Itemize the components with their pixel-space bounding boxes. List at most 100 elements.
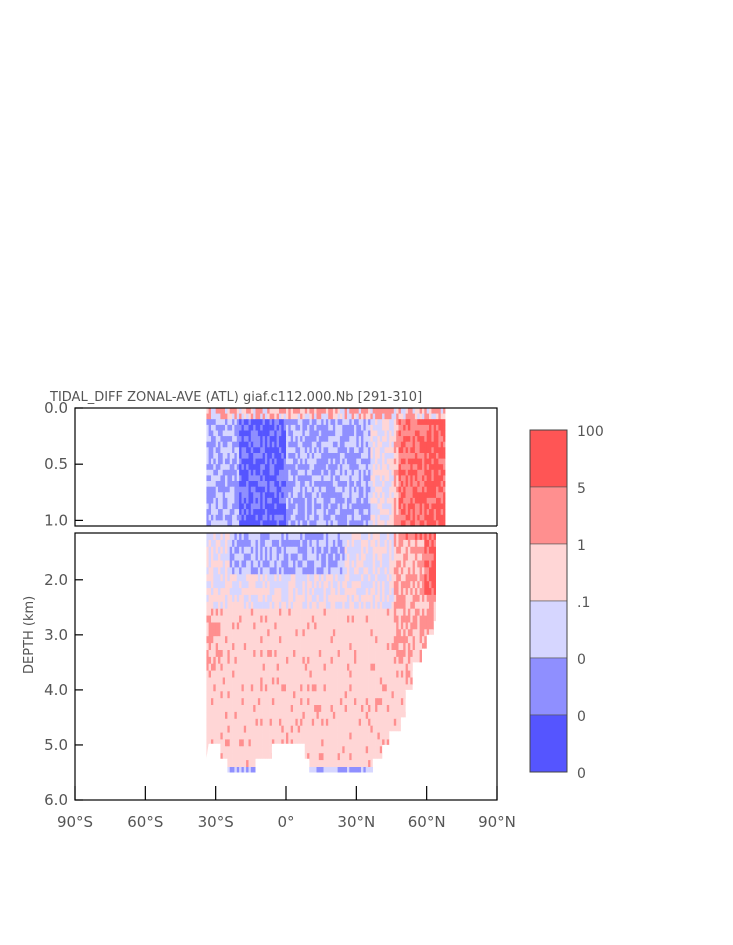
field-cell — [279, 608, 282, 616]
field-cell — [279, 684, 282, 692]
field-cell — [414, 419, 418, 426]
field-cell — [206, 553, 209, 561]
field-cell — [429, 481, 432, 487]
field-cell — [321, 650, 324, 658]
field-cell — [328, 656, 331, 665]
field-cell — [407, 684, 411, 692]
field-cell — [222, 643, 226, 651]
field-cell — [260, 486, 263, 493]
field-cell — [337, 594, 341, 603]
field-cell — [253, 636, 256, 644]
field-cell — [316, 447, 320, 454]
field-cell — [248, 581, 252, 589]
field-cell — [246, 608, 249, 616]
field-cell — [267, 509, 270, 516]
field-cell — [246, 677, 249, 685]
field-cell — [431, 481, 435, 487]
field-cell — [351, 670, 355, 678]
field-cell — [260, 413, 263, 420]
field-cell — [351, 447, 355, 454]
field-cell — [316, 608, 320, 616]
field-cell — [342, 475, 345, 482]
field-cell — [208, 663, 212, 671]
field-cell — [243, 441, 247, 448]
field-cell — [379, 413, 383, 420]
field-cell — [232, 567, 235, 575]
field-cell — [264, 475, 268, 482]
field-cell — [253, 601, 256, 610]
field-cell — [398, 453, 402, 459]
field-cell — [241, 663, 245, 671]
field-cell — [213, 430, 216, 437]
field-cell — [241, 458, 245, 465]
field-cell — [274, 622, 277, 630]
field-cell — [267, 636, 270, 644]
field-cell — [443, 447, 446, 454]
field-cell — [440, 684, 444, 692]
field-cell — [253, 458, 256, 465]
field-cell — [325, 581, 329, 589]
field-cell — [250, 594, 254, 603]
field-cell — [239, 514, 242, 521]
field-cell — [328, 497, 331, 504]
field-cell — [309, 560, 313, 568]
field-cell — [365, 594, 369, 603]
field-cell — [243, 520, 247, 527]
field-cell — [377, 419, 381, 426]
field-cell — [426, 424, 430, 431]
field-cell — [229, 469, 233, 476]
field-cell — [274, 705, 277, 713]
field-cell — [253, 691, 256, 699]
field-cell — [368, 670, 371, 678]
field-cell — [304, 441, 308, 448]
field-cell — [243, 464, 247, 471]
field-cell — [269, 718, 273, 727]
field-cell — [279, 503, 282, 510]
field-cell — [412, 608, 416, 616]
field-cell — [429, 546, 432, 555]
field-cell — [220, 691, 224, 699]
field-cell — [283, 441, 287, 448]
field-cell — [344, 509, 348, 516]
field-cell — [260, 539, 263, 548]
field-cell — [384, 441, 388, 448]
field-cell — [283, 588, 287, 596]
field-cell — [419, 636, 423, 644]
field-cell — [213, 608, 216, 616]
field-cell — [227, 553, 231, 561]
field-cell — [293, 441, 296, 448]
field-cell — [375, 650, 378, 658]
field-cell — [250, 475, 254, 482]
field-cell — [410, 503, 413, 510]
field-cell — [318, 698, 322, 706]
field-cell — [407, 520, 411, 527]
field-cell — [356, 553, 359, 561]
field-cell — [241, 691, 245, 699]
field-cell — [269, 684, 273, 692]
field-cell — [316, 663, 320, 671]
field-cell — [438, 718, 442, 727]
field-cell — [309, 601, 313, 610]
field-cell — [236, 533, 240, 541]
field-cell — [375, 453, 378, 459]
field-cell — [295, 691, 299, 699]
field-cell — [379, 419, 383, 426]
field-cell — [382, 453, 385, 459]
field-cell — [391, 588, 395, 596]
field-cell — [422, 464, 425, 471]
field-cell — [279, 698, 282, 706]
field-cell — [443, 469, 446, 476]
field-cell — [206, 698, 209, 706]
field-cell — [377, 453, 381, 459]
field-cell — [375, 546, 378, 555]
field-cell — [288, 486, 291, 493]
field-cell — [243, 567, 247, 575]
field-cell — [417, 650, 420, 658]
field-cell — [281, 509, 284, 516]
field-cell — [393, 520, 397, 527]
field-cell — [426, 567, 430, 575]
field-cell — [407, 691, 411, 699]
field-cell — [391, 514, 395, 521]
field-cell — [316, 533, 320, 541]
field-cell — [246, 698, 249, 706]
